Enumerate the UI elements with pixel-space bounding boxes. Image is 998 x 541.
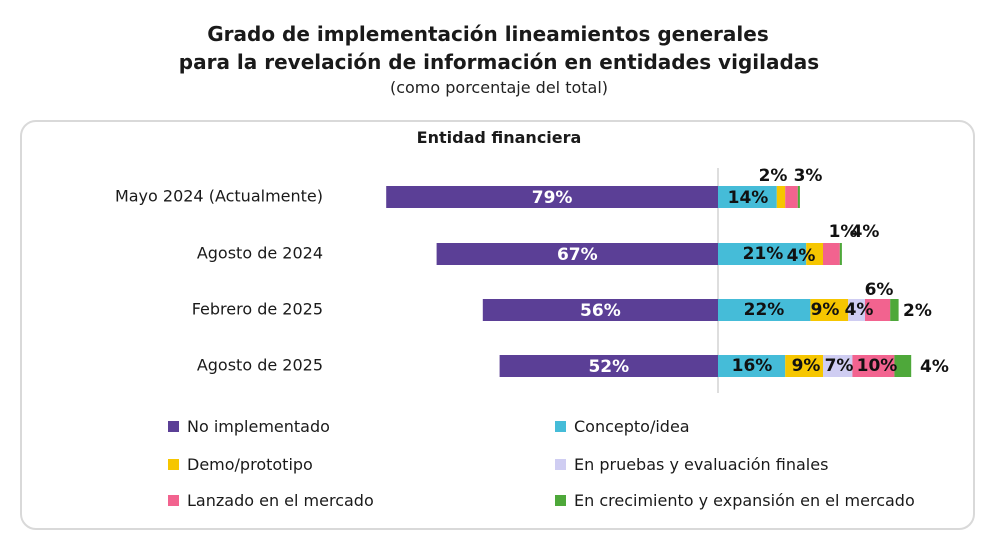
- bar-no-implementado: [436, 243, 718, 265]
- data-label: 3%: [794, 166, 823, 186]
- bar-segment: [776, 186, 786, 208]
- bar-segment: [718, 186, 777, 208]
- chart-subtitle: (como porcentaje del total): [389, 78, 609, 97]
- bar-segment: [852, 355, 895, 377]
- bar-no-implementado: [499, 355, 718, 377]
- legend-item-concepto-idea: Concepto/idea: [555, 417, 690, 436]
- bar-segment: [785, 186, 798, 208]
- bar-segment: [890, 299, 899, 321]
- legend-item-lanzado: Lanzado en el mercado: [168, 491, 374, 510]
- bar-segment: [823, 243, 840, 265]
- data-label: 2%: [759, 166, 788, 186]
- legend-swatch: [168, 459, 179, 470]
- bar-segment: [718, 243, 807, 265]
- legend-swatch: [555, 495, 566, 506]
- data-label: 9%: [811, 300, 840, 320]
- data-label: 4%: [851, 222, 880, 242]
- legend-label: En crecimiento y expansión en el mercado: [574, 491, 915, 510]
- data-label: 67%: [557, 245, 598, 265]
- data-label: 79%: [532, 188, 573, 208]
- data-label: 4%: [787, 246, 816, 266]
- category-label: Agosto de 2024: [197, 244, 323, 263]
- legend-item-en-pruebas: En pruebas y evaluación finales: [555, 455, 828, 474]
- bar-segment: [823, 355, 853, 377]
- data-label: 52%: [588, 357, 629, 377]
- category-label: Mayo 2024 (Actualmente): [115, 187, 323, 206]
- data-label: 21%: [743, 244, 784, 264]
- panel-title: Entidad financiera: [416, 128, 582, 147]
- bar-no-implementado: [386, 186, 718, 208]
- bar-segment: [718, 355, 786, 377]
- bar-segment: [848, 299, 865, 321]
- bar-segment: [810, 299, 849, 321]
- legend-label: En pruebas y evaluación finales: [574, 455, 829, 474]
- data-label: 16%: [732, 356, 773, 376]
- bar-segment: [785, 355, 823, 377]
- bar-segment: [797, 186, 800, 208]
- bar-segment: [894, 355, 912, 377]
- legend-item-en-crecimiento: En crecimiento y expansión en el mercado: [555, 491, 915, 510]
- chart-title-line-2: para la revelación de información en ent…: [178, 50, 820, 74]
- data-label: 10%: [857, 356, 898, 376]
- data-label: 22%: [744, 300, 785, 320]
- legend-item-no-implementado: No implementado: [168, 417, 330, 436]
- bar-no-implementado: [482, 299, 718, 321]
- category-label: Agosto de 2025: [197, 356, 323, 375]
- data-label: 4%: [920, 357, 949, 377]
- category-label: Febrero de 2025: [192, 300, 323, 319]
- data-label: 1%: [829, 222, 858, 242]
- legend-swatch: [168, 421, 179, 432]
- bar-segment: [865, 299, 891, 321]
- data-label: 2%: [903, 301, 932, 321]
- data-label: 56%: [580, 301, 621, 321]
- data-label: 14%: [728, 188, 769, 208]
- chart-panel: [20, 120, 975, 530]
- bar-segment: [806, 243, 823, 265]
- legend-swatch: [168, 495, 179, 506]
- bar-segment: [839, 243, 842, 265]
- legend-label: No implementado: [187, 417, 330, 436]
- legend-label: Demo/prototipo: [187, 455, 313, 474]
- legend-label: Concepto/idea: [574, 417, 690, 436]
- data-label: 7%: [825, 356, 854, 376]
- chart-title-line-1: Grado de implementación lineamientos gen…: [207, 22, 769, 46]
- legend-swatch: [555, 459, 566, 470]
- legend-label: Lanzado en el mercado: [187, 491, 374, 510]
- data-label: 4%: [845, 300, 874, 320]
- legend-swatch: [555, 421, 566, 432]
- bar-segment: [718, 299, 811, 321]
- data-label: 6%: [865, 280, 894, 300]
- legend-item-demo-prototipo: Demo/prototipo: [168, 455, 313, 474]
- data-label: 9%: [792, 356, 821, 376]
